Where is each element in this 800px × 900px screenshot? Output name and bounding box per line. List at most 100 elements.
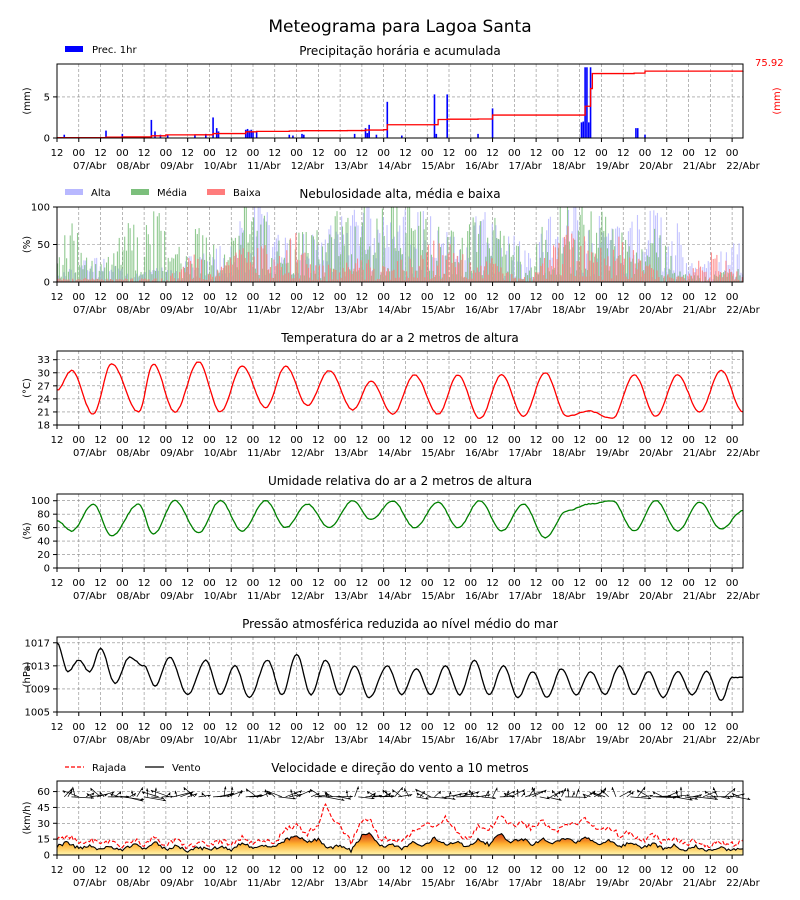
y-tick-label: 24 [37,394,50,405]
cloud-bar-baixa [95,278,97,282]
cloud-bar-média [334,216,336,282]
cloud-bar-baixa [171,273,173,282]
cloud-bar-baixa [460,259,462,282]
cloud-bar-média [107,256,109,282]
cloud-bar-baixa [293,278,295,282]
wind-arrow-head [704,790,708,794]
x-tick-label: 00 [116,435,129,446]
cloud-bar-baixa [335,270,337,282]
cloud-bar-baixa [373,268,375,282]
cloud-bar-média [664,245,667,282]
cloud-bar-média [588,229,590,282]
cloud-bar-baixa [641,271,644,282]
cloud-bar-média [505,254,507,282]
cloud-bar-baixa [435,275,437,282]
cloud-bar-baixa [72,278,74,282]
cloud-bar-baixa [471,278,473,282]
wind-arrow-head [256,795,260,798]
cloud-bar-alta [707,261,709,282]
x-date-label: 15/Abr [421,735,455,746]
cloud-bar-alta [342,234,345,282]
cloud-bar-média [630,261,632,282]
cloud-bar-baixa [248,251,250,282]
cloud-bar-baixa [177,279,179,282]
cloud-bar-baixa [204,279,206,282]
cloud-bar-baixa [253,256,255,282]
cloud-bar-alta [155,268,158,282]
cloud-bar-baixa [462,254,464,282]
x-date-label: 20/Abr [639,448,673,459]
cloud-bar-alta [143,273,145,282]
cloud-bar-média [312,236,314,282]
wind-direction-arrow [150,789,170,798]
precip-bar [194,135,196,138]
cloud-bar-baixa [327,264,330,282]
cloud-bar-média [479,221,481,282]
x-tick-label: 00 [377,722,390,733]
cloud-bar-baixa [355,263,357,282]
cloud-bar-alta [339,243,341,282]
cloud-bar-baixa [542,263,544,282]
cloud-bar-baixa [260,246,262,282]
cloud-bar-alta [74,272,76,282]
wind-direction-arrow [144,796,167,802]
cloud-bar-baixa [298,278,301,282]
precip-bar [150,119,153,138]
wind-arrow-head [611,787,614,790]
x-tick-label: 00 [682,578,695,589]
wind-arrow-head [582,793,586,797]
x-tick-label: 12 [94,148,107,159]
cloud-bar-baixa [449,244,451,282]
cloud-bar-baixa [540,265,542,282]
cloud-bar-baixa [578,260,580,282]
x-date-label: 15/Abr [421,161,455,172]
cloud-bar-baixa [500,267,502,282]
cloud-bar-baixa [719,272,722,282]
wind-arrow-head [371,796,375,800]
cloud-bar-baixa [493,263,495,282]
y-tick-label: 5 [44,92,50,103]
x-date-label: 19/Abr [596,878,630,889]
cloud-bar-baixa [190,260,192,282]
cloud-bar-média [305,232,307,282]
cloud-bar-baixa [389,279,391,282]
cloud-bar-média [71,223,73,282]
wind-arrow-head [512,790,516,794]
cloud-bar-alta [680,244,682,282]
x-date-label: 19/Abr [596,305,630,316]
cloud-bar-alta [675,255,677,282]
cloud-bar-média [363,207,365,282]
cloud-bar-média [396,207,398,282]
cloud-bar-alta [114,266,116,282]
x-tick-label: 12 [573,435,586,446]
cloud-bar-baixa [741,277,743,282]
cloud-bar-baixa [605,265,607,282]
cloud-bar-baixa [631,277,633,282]
cloud-bar-média [476,251,478,282]
cloud-bar-média [106,262,108,282]
cloud-bar-baixa [522,279,524,282]
cloud-bar-alta [395,250,397,282]
cloud-bar-alta [606,236,608,282]
x-tick-label: 12 [399,148,412,159]
cloud-bar-baixa [424,277,426,282]
cloud-bar-média [478,233,480,282]
cloud-bar-alta [85,260,87,282]
cloud-bar-baixa [366,263,368,282]
cloud-bar-alta [631,221,633,282]
cloud-bar-média [265,221,267,282]
wind-direction-arrow [459,791,480,798]
y-tick-label: 1017 [25,638,50,649]
wind-arrow-head [593,792,596,796]
y-axis-label: (km/h) [22,801,33,834]
wind-arrow-head [531,786,534,790]
cloud-bar-baixa [569,249,571,282]
x-tick-label: 00 [508,148,521,159]
cloud-bar-alta [431,257,433,282]
cloud-bar-baixa [269,267,271,282]
cloud-bar-baixa [262,248,264,282]
wind-arrow-head [86,793,90,797]
cloud-bar-alta [549,216,551,282]
x-tick-label: 00 [508,578,521,589]
wind-arrow-head [388,792,391,796]
